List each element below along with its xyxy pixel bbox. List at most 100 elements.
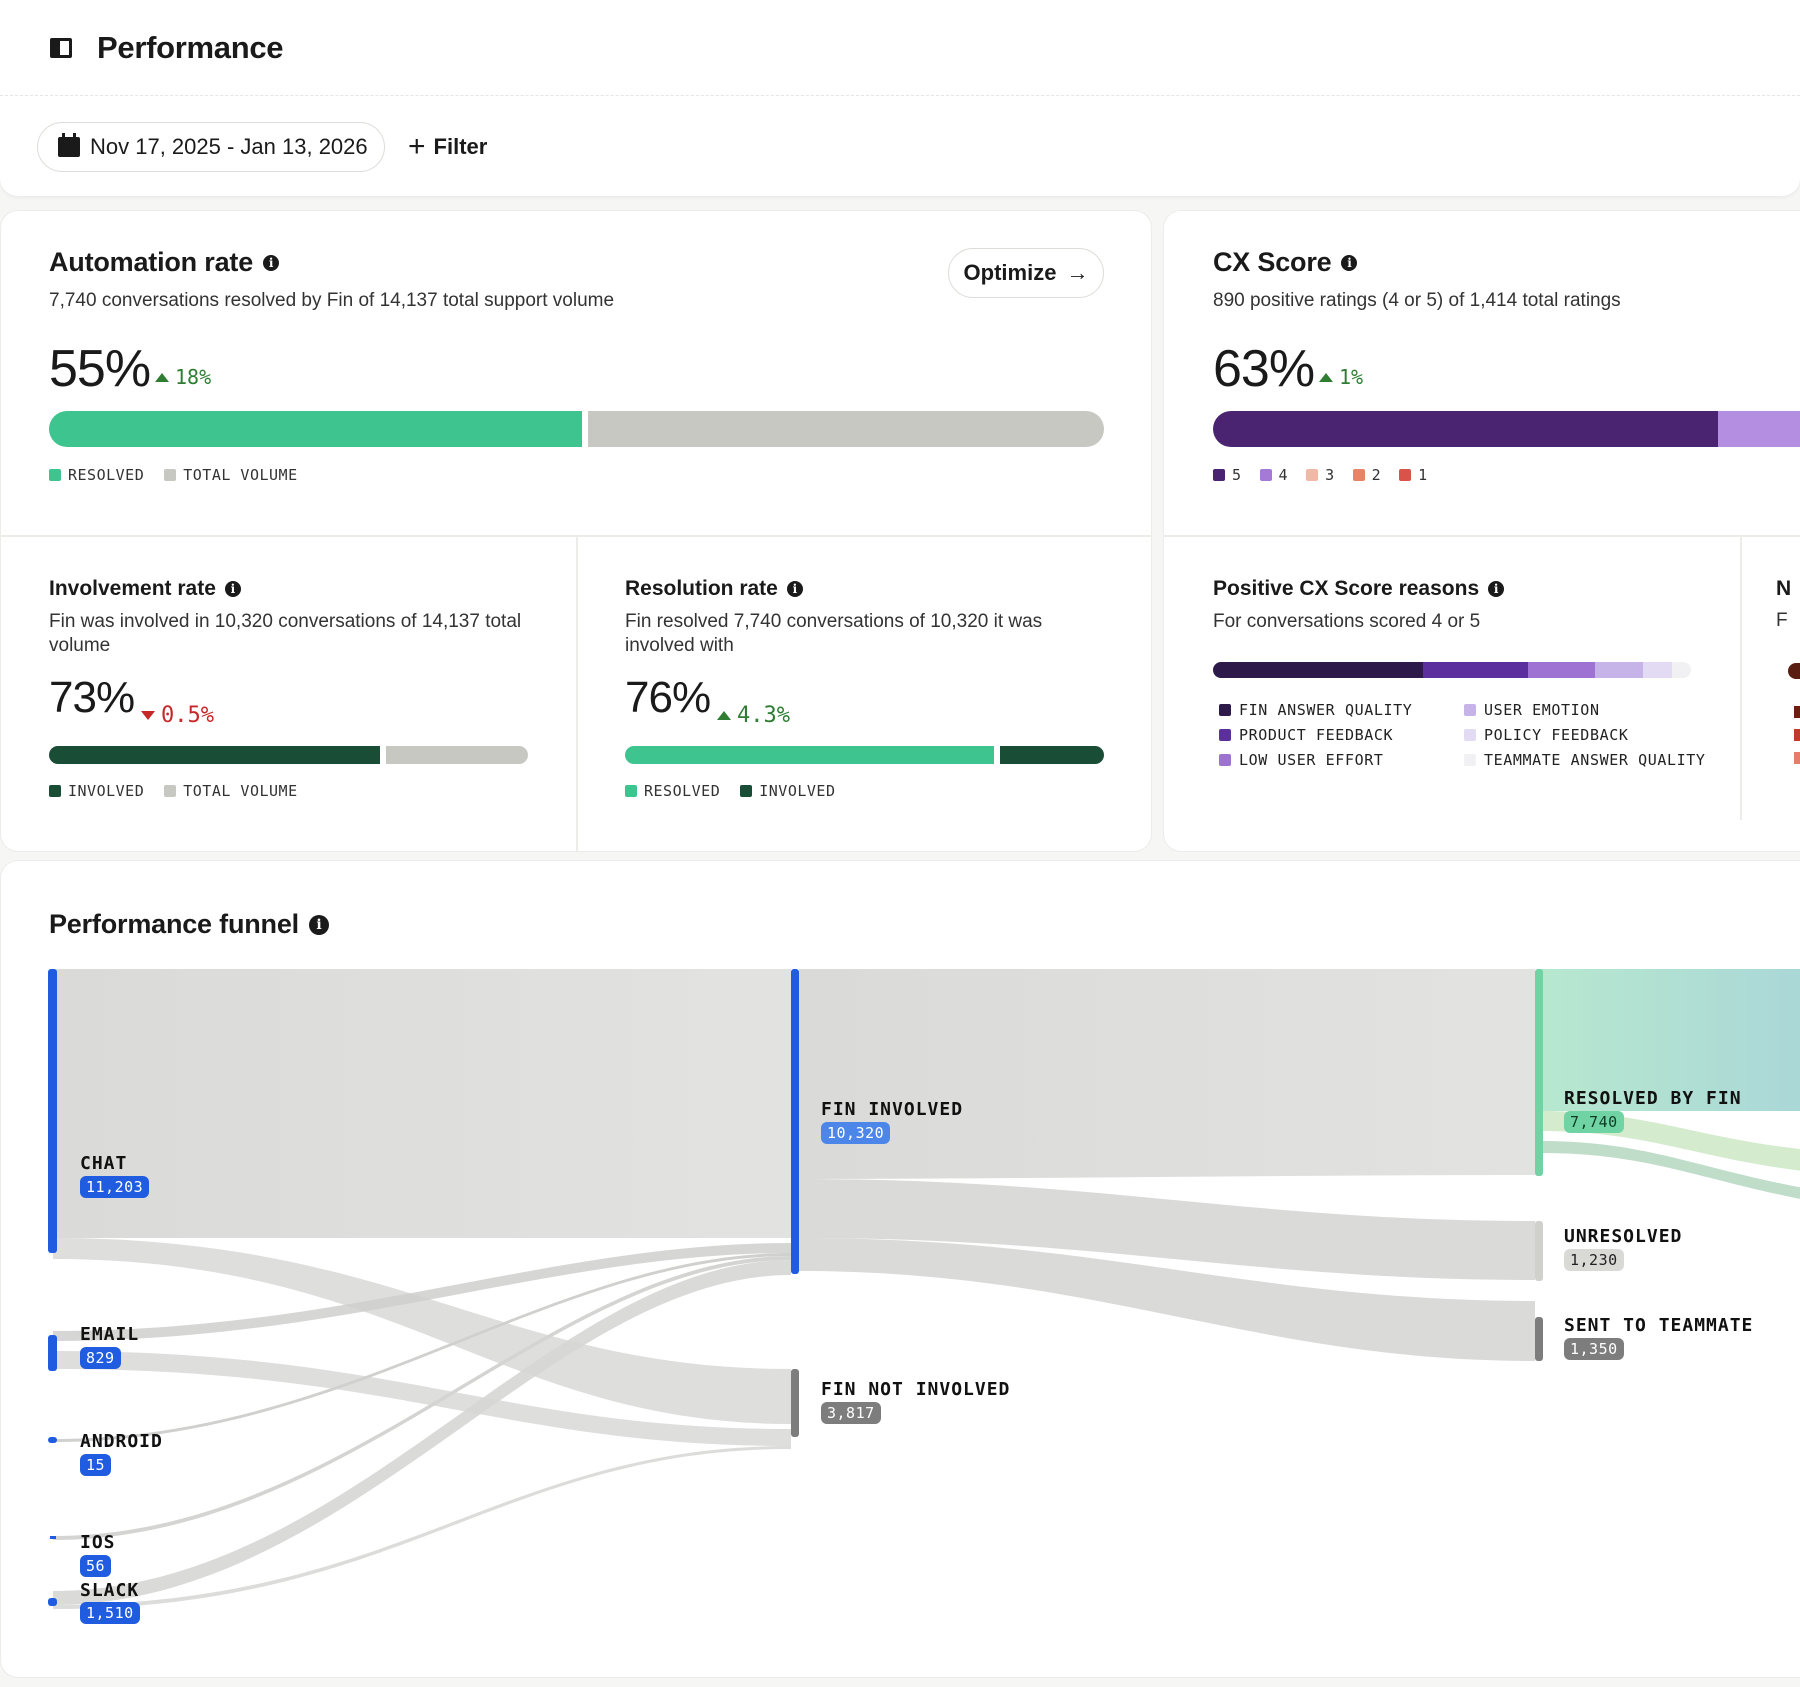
node-label-fin-involved: FIN INVOLVED (821, 1099, 964, 1120)
legend-swatch (164, 785, 177, 797)
calendar-icon (58, 133, 80, 157)
date-range-picker[interactable]: Nov 17, 2025 - Jan 13, 2026 (37, 122, 385, 172)
info-icon[interactable]: i (308, 914, 329, 935)
legend-swatch (1306, 469, 1319, 481)
legend-label: RESOLVED (644, 782, 721, 800)
plus-icon: + (408, 130, 426, 163)
node-label-android: ANDROID (80, 1431, 163, 1452)
automation-bar (49, 411, 1104, 447)
legend-swatch (1219, 704, 1231, 716)
cx-legend-item: 5 (1213, 466, 1242, 484)
info-icon[interactable]: i (1488, 581, 1505, 597)
legend-swatch (1352, 469, 1365, 481)
flow-fin-involved-resolved (799, 969, 1535, 1179)
divider (576, 535, 578, 851)
flow-resolved-onward (1541, 969, 1800, 1111)
node-value-chat: 11,203 (80, 1176, 150, 1198)
cx-legend-item: 3 (1306, 466, 1335, 484)
legend-swatch (1219, 754, 1231, 766)
legend-swatch (1399, 469, 1412, 481)
involvement-title-text: Involvement rate (49, 577, 216, 600)
legend-label: LOW USER EFFORT (1239, 751, 1384, 769)
reasons-legend-item: FIN ANSWER QUALITY (1219, 701, 1464, 719)
reasons-bar-segment (1595, 662, 1644, 678)
legend-label: PRODUCT FEEDBACK (1239, 726, 1394, 744)
legend-label: TOTAL VOLUME (183, 466, 298, 484)
sidebar-toggle-icon[interactable] (50, 38, 72, 58)
node-value-ios: 56 (80, 1555, 112, 1577)
negative-reasons-bar-clipped (1788, 663, 1800, 679)
flow-chat-fin-not-involved (53, 1238, 791, 1424)
optimize-label: Optimize (963, 260, 1057, 285)
node-bar-ios (50, 1536, 56, 1539)
positive-reasons-description: For conversations scored 4 or 5 (1213, 611, 1481, 632)
legend-swatch (625, 785, 637, 797)
node-label-slack: SLACK (80, 1580, 140, 1601)
involvement-bar (49, 746, 528, 764)
node-bar-android (48, 1437, 57, 1443)
automation-card: Automation rate i Optimize → 7,740 conve… (0, 210, 1152, 852)
automation-title-text: Automation rate (49, 247, 254, 277)
page-title: Performance (97, 30, 284, 65)
involvement-delta: 0.5% (141, 703, 214, 728)
negative-legend-swatch (1794, 706, 1800, 718)
legend-item-involved: INVOLVED (740, 782, 835, 800)
automation-value: 55% (49, 340, 151, 398)
arrow-up-icon (717, 711, 731, 720)
node-value-unresolved: 1,230 (1564, 1249, 1624, 1271)
node-bar-email (48, 1335, 57, 1371)
reasons-bar-segment (1643, 662, 1672, 678)
legend-swatch (1219, 729, 1231, 741)
reasons-bar-segment (1213, 662, 1424, 678)
legend-label: 2 (1371, 466, 1382, 484)
negative-reasons-clipped: N (1776, 577, 1792, 600)
node-bar-unresolved (1535, 1221, 1543, 1281)
optimize-button[interactable]: Optimize → (948, 248, 1104, 298)
node-label-email: EMAIL (80, 1324, 140, 1345)
node-bar-chat (48, 969, 57, 1253)
resolution-delta: 4.3% (717, 703, 790, 728)
automation-delta-value: 18% (175, 365, 212, 389)
legend-swatch (740, 785, 753, 797)
automation-description: 7,740 conversations resolved by Fin of 1… (49, 290, 615, 311)
node-bar-slack (48, 1598, 57, 1606)
cx-score-legend: 5 4 3 2 1 (1213, 466, 1428, 484)
legend-label: INVOLVED (68, 782, 145, 800)
legend-label: 1 (1418, 466, 1428, 484)
legend-swatch (1259, 469, 1272, 481)
positive-reasons-title: Positive CX Score reasons i (1213, 577, 1505, 601)
node-label-chat: CHAT (80, 1153, 128, 1174)
node-value-sent-to-teammate: 1,350 (1564, 1338, 1624, 1360)
info-icon[interactable]: i (786, 581, 803, 597)
legend-label: 4 (1278, 466, 1289, 484)
node-value-fin-involved: 10,320 (821, 1122, 891, 1144)
legend-label: USER EMOTION (1484, 701, 1600, 719)
flow-fin-involved-unresolved (799, 1179, 1535, 1280)
legend-item-resolved: RESOLVED (625, 782, 720, 800)
legend-swatch (1464, 754, 1476, 766)
involvement-bar-involved (49, 746, 380, 764)
info-icon[interactable]: i (1341, 254, 1358, 271)
flow-fin-involved-teammate (799, 1238, 1535, 1361)
legend-label: POLICY FEEDBACK (1484, 726, 1629, 744)
node-value-slack: 1,510 (80, 1602, 140, 1624)
resolution-legend: RESOLVED INVOLVED (625, 782, 836, 800)
cx-score-bar-5 (1213, 411, 1718, 447)
reasons-legend-item: USER EMOTION (1464, 701, 1724, 719)
legend-item-involved: INVOLVED (49, 782, 144, 800)
add-filter-button[interactable]: + Filter (408, 122, 487, 172)
cx-score-title: CX Score i (1213, 247, 1358, 278)
positive-reasons-title-text: Positive CX Score reasons (1213, 577, 1480, 600)
involvement-value: 73% (49, 673, 135, 722)
divider (1164, 535, 1800, 537)
legend-swatch (1464, 729, 1476, 741)
legend-label: FIN ANSWER QUALITY (1239, 701, 1413, 719)
flow-resolved-onward-3 (1541, 1141, 1800, 1199)
info-icon[interactable]: i (263, 254, 280, 271)
legend-item-total: TOTAL VOLUME (164, 782, 297, 800)
cx-legend-item: 1 (1399, 466, 1428, 484)
negative-reasons-desc-clipped: F (1776, 610, 1788, 631)
info-icon[interactable]: i (224, 581, 241, 597)
legend-swatch (1464, 704, 1476, 716)
resolution-bar (625, 746, 1104, 764)
